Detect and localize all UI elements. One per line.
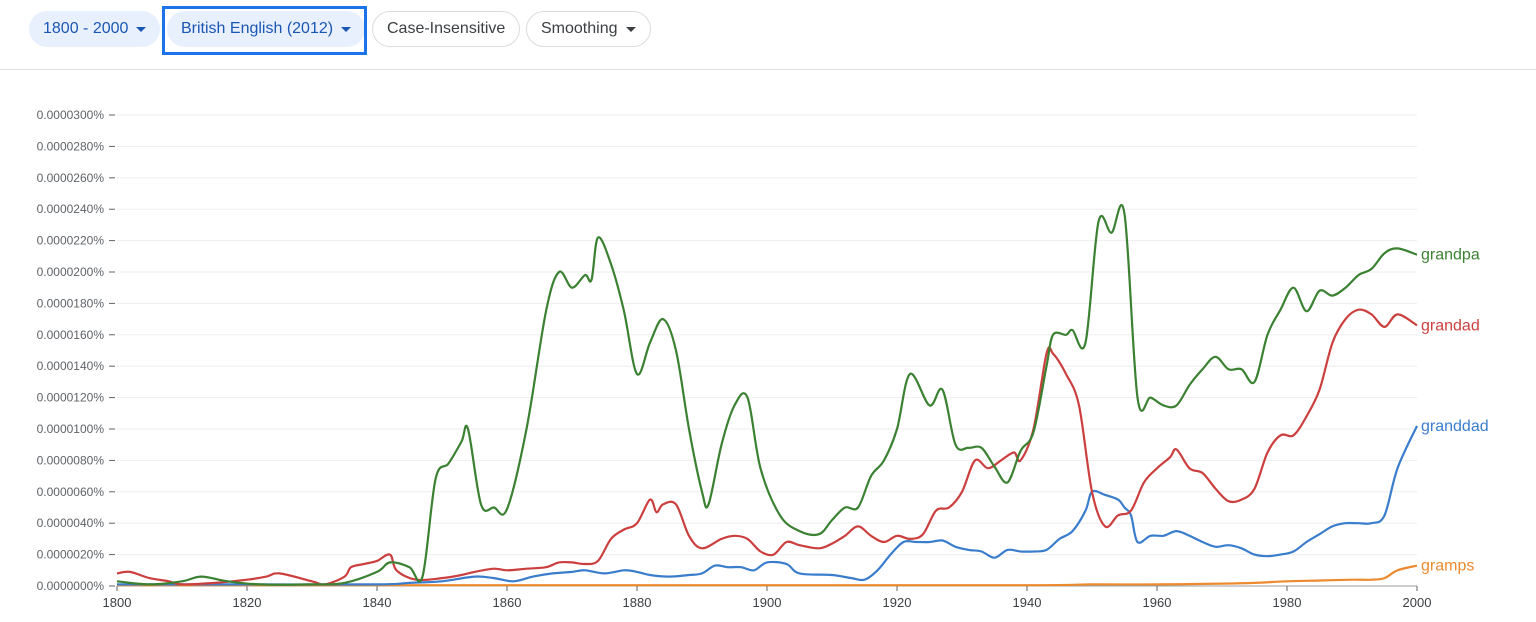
series-lines [116,203,1419,587]
case-insensitive-label: Case-Insensitive [387,20,506,37]
series-labels: grandpa grandad granddad gramps [1421,247,1489,575]
caret-down-icon [341,26,352,32]
y-tick-label: 0.0000020% [37,548,105,562]
y-tick-label: 0.0000240% [37,202,105,216]
x-tick-label: 1800 [103,595,132,610]
grid-lines [117,114,1417,556]
x-tick-label: 2000 [1403,595,1432,610]
x-tick-label: 1980 [1273,595,1302,610]
corpus-label: British English (2012) [181,20,334,37]
series-line-gramps [117,564,1418,587]
x-tick-label: 1820 [233,595,262,610]
y-tick-label: 0.0000060% [37,485,105,499]
x-tick-label: 1860 [493,595,522,610]
case-insensitive-toggle[interactable]: Case-Insensitive [372,11,521,47]
caret-down-icon [136,26,147,32]
caret-down-icon [625,26,636,32]
y-tick-label: 0.0000280% [37,139,105,153]
x-tick-label: 1960 [1143,595,1172,610]
x-tick-label: 1940 [1013,595,1042,610]
series-line-grandpa [116,203,1418,586]
y-tick-label: 0.0000120% [37,391,105,405]
series-line-granddad [117,425,1419,586]
smoothing-label: Smoothing [541,20,618,37]
y-tick-label: 0.0000160% [37,328,105,342]
y-tick-label: 0.0000040% [37,516,105,530]
x-axis: 1800 1820 1840 1860 1880 1900 1920 1940 1960 1980… [103,585,1432,610]
toolbar: 1800 - 2000 British English (2012) Case-… [0,0,1536,70]
y-axis: 0.0000000% 0.0000020% 0.0000040% 0.0000060%… [37,108,115,593]
x-tick-label: 1920 [883,595,912,610]
series-label-grandpa: grandpa [1421,247,1480,264]
y-tick-label: 0.0000300% [37,108,105,122]
y-tick-label: 0.0000140% [37,359,105,373]
y-tick-label: 0.0000100% [37,422,105,436]
ngram-chart: 0.0000000% 0.0000020% 0.0000040% 0.0000060%… [37,108,1489,610]
smoothing-dropdown[interactable]: Smoothing [526,11,651,47]
year-range-label: 1800 - 2000 [43,20,129,37]
y-tick-label: 0.0000220% [37,234,105,248]
series-label-gramps: gramps [1421,558,1474,575]
x-tick-label: 1840 [363,595,392,610]
year-range-dropdown[interactable]: 1800 - 2000 [29,11,161,47]
y-tick-label: 0.0000180% [37,296,105,310]
y-tick-label: 0.0000000% [37,579,105,593]
series-label-granddad: granddad [1421,418,1489,435]
x-tick-label: 1900 [753,595,782,610]
x-tick-label: 1880 [623,595,652,610]
y-tick-label: 0.0000260% [37,171,105,185]
y-tick-label: 0.0000200% [37,265,105,279]
series-label-grandad: grandad [1421,317,1480,334]
y-tick-label: 0.0000080% [37,453,105,467]
series-line-grandad [116,308,1418,586]
corpus-dropdown[interactable]: British English (2012) [167,11,366,47]
